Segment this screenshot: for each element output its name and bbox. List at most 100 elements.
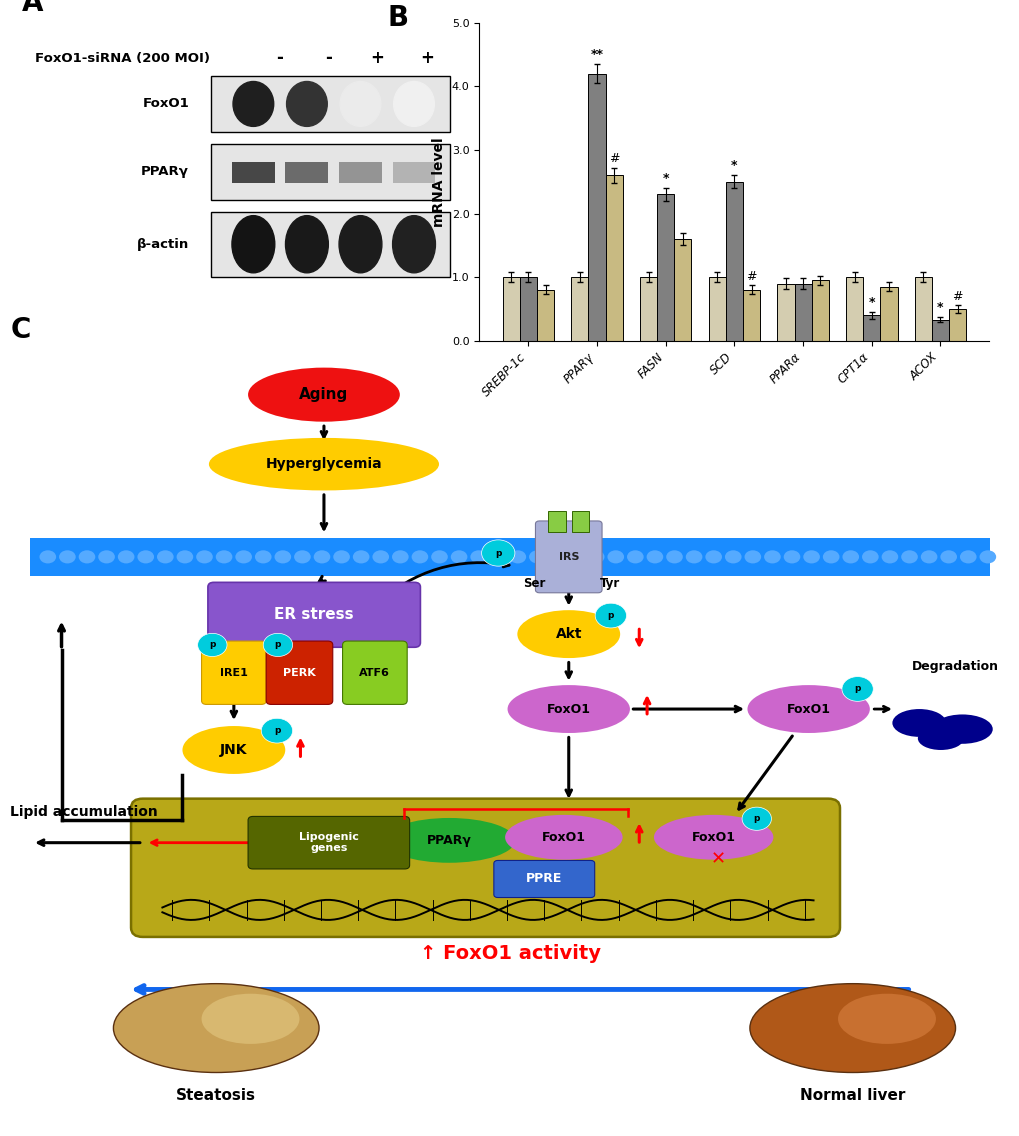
Bar bbox=[776, 284, 794, 341]
Circle shape bbox=[841, 677, 872, 701]
Circle shape bbox=[481, 540, 515, 566]
Bar bbox=[656, 194, 674, 341]
Bar bbox=[210, 211, 450, 277]
Bar bbox=[708, 277, 726, 341]
Circle shape bbox=[274, 550, 290, 563]
Circle shape bbox=[665, 550, 682, 563]
Text: ATF6: ATF6 bbox=[359, 668, 390, 678]
Bar bbox=[210, 76, 450, 132]
Circle shape bbox=[959, 550, 975, 563]
Text: -: - bbox=[275, 49, 282, 67]
Ellipse shape bbox=[286, 82, 327, 126]
Text: IRS: IRS bbox=[558, 552, 579, 562]
Bar bbox=[862, 316, 879, 341]
Circle shape bbox=[78, 550, 95, 563]
FancyBboxPatch shape bbox=[342, 641, 407, 704]
Text: Ser: Ser bbox=[523, 577, 545, 591]
Circle shape bbox=[138, 550, 154, 563]
Circle shape bbox=[763, 550, 780, 563]
FancyBboxPatch shape bbox=[266, 641, 332, 704]
Circle shape bbox=[333, 550, 350, 563]
Text: p: p bbox=[274, 641, 281, 650]
Bar bbox=[639, 277, 656, 341]
Circle shape bbox=[783, 550, 800, 563]
Ellipse shape bbox=[507, 685, 630, 733]
Text: Lipogenic
genes: Lipogenic genes bbox=[299, 832, 359, 853]
Bar bbox=[571, 510, 589, 532]
Ellipse shape bbox=[892, 709, 946, 737]
Bar bbox=[794, 284, 811, 341]
Circle shape bbox=[391, 550, 409, 563]
Text: ↑ FoxO1 activity: ↑ FoxO1 activity bbox=[419, 944, 600, 962]
Circle shape bbox=[978, 550, 996, 563]
Bar bbox=[674, 239, 691, 341]
Bar bbox=[879, 286, 897, 341]
Ellipse shape bbox=[285, 216, 328, 273]
Bar bbox=[502, 277, 520, 341]
Text: *: * bbox=[936, 301, 943, 314]
Circle shape bbox=[216, 550, 232, 563]
Circle shape bbox=[470, 550, 486, 563]
Text: Hyperglycemia: Hyperglycemia bbox=[265, 457, 382, 471]
Text: FoxO1: FoxO1 bbox=[143, 98, 189, 110]
Text: #: # bbox=[608, 152, 619, 165]
Ellipse shape bbox=[338, 216, 381, 273]
Text: Lipid accumulation: Lipid accumulation bbox=[10, 804, 158, 819]
Text: -: - bbox=[325, 49, 331, 67]
FancyBboxPatch shape bbox=[202, 641, 266, 704]
Text: Akt: Akt bbox=[555, 627, 582, 641]
Ellipse shape bbox=[838, 994, 935, 1044]
Bar bbox=[338, 161, 381, 183]
Circle shape bbox=[293, 550, 311, 563]
Text: *: * bbox=[661, 172, 668, 185]
Ellipse shape bbox=[202, 994, 300, 1044]
Bar bbox=[392, 161, 435, 183]
Circle shape bbox=[372, 550, 388, 563]
Ellipse shape bbox=[653, 815, 772, 860]
Text: FoxO1: FoxO1 bbox=[691, 830, 735, 844]
Bar bbox=[536, 290, 553, 341]
Bar bbox=[285, 161, 328, 183]
Ellipse shape bbox=[393, 82, 434, 126]
Circle shape bbox=[646, 550, 662, 563]
Bar bbox=[520, 277, 536, 341]
Circle shape bbox=[595, 603, 626, 628]
Circle shape bbox=[157, 550, 173, 563]
Text: p: p bbox=[854, 685, 860, 693]
Text: β-actin: β-actin bbox=[137, 237, 189, 251]
Circle shape bbox=[98, 550, 115, 563]
Circle shape bbox=[940, 550, 956, 563]
Ellipse shape bbox=[504, 815, 622, 860]
FancyBboxPatch shape bbox=[248, 817, 410, 869]
Text: Tyr: Tyr bbox=[599, 577, 620, 591]
Text: +: + bbox=[420, 49, 433, 67]
Circle shape bbox=[627, 550, 643, 563]
Text: B: B bbox=[387, 3, 409, 32]
Bar bbox=[210, 144, 450, 200]
Text: FoxO1: FoxO1 bbox=[786, 702, 829, 716]
Circle shape bbox=[431, 550, 447, 563]
Text: IRE1: IRE1 bbox=[220, 668, 248, 678]
Y-axis label: mRNA level: mRNA level bbox=[432, 137, 446, 226]
Circle shape bbox=[901, 550, 917, 563]
Circle shape bbox=[744, 550, 760, 563]
Circle shape bbox=[510, 550, 526, 563]
Text: PPARγ: PPARγ bbox=[426, 834, 471, 846]
Text: p: p bbox=[273, 726, 280, 735]
Circle shape bbox=[529, 550, 545, 563]
Ellipse shape bbox=[517, 610, 620, 658]
Circle shape bbox=[59, 550, 75, 563]
Circle shape bbox=[861, 550, 877, 563]
Ellipse shape bbox=[931, 715, 991, 744]
Text: FoxO1-siRNA (200 MOI): FoxO1-siRNA (200 MOI) bbox=[35, 51, 210, 65]
Text: C: C bbox=[10, 317, 31, 344]
Text: PPRE: PPRE bbox=[526, 872, 561, 885]
Circle shape bbox=[198, 634, 227, 657]
Ellipse shape bbox=[383, 818, 515, 862]
Text: **: ** bbox=[590, 48, 603, 61]
Text: A: A bbox=[22, 0, 44, 17]
Circle shape bbox=[118, 550, 135, 563]
Bar bbox=[931, 320, 948, 341]
Text: *: * bbox=[731, 159, 737, 173]
Ellipse shape bbox=[917, 727, 963, 750]
